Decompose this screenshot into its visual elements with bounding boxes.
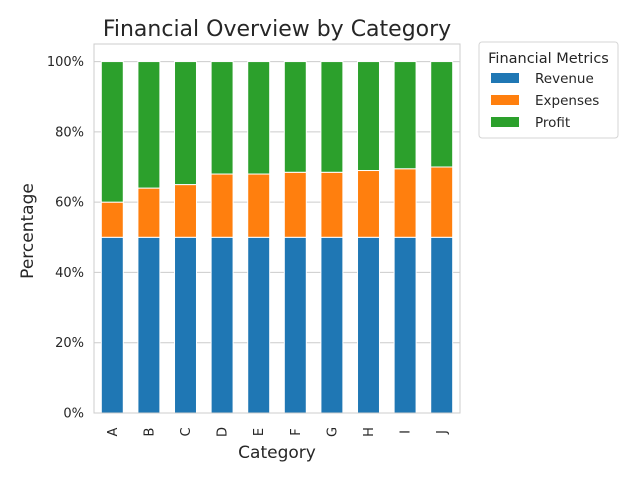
- legend-label-revenue: Revenue: [535, 71, 594, 87]
- x-tick-label: A: [106, 427, 121, 436]
- chart-title: Financial Overview by Category: [103, 17, 451, 42]
- y-tick-label: 60%: [55, 196, 84, 211]
- x-tick-label: H: [362, 427, 377, 437]
- legend-swatch-expenses: [491, 95, 519, 105]
- bar-revenue-i: [393, 236, 417, 414]
- x-axis-label: Category: [238, 443, 316, 463]
- x-tick-label: B: [142, 428, 157, 437]
- bar-profit-b: [137, 61, 161, 189]
- bar-profit-j: [430, 61, 454, 168]
- x-tick-label: F: [289, 428, 304, 435]
- plot-frame: [93, 43, 461, 414]
- bar-revenue-c: [174, 236, 197, 414]
- bar-expenses-j: [430, 166, 454, 238]
- legend-swatch-profit: [491, 117, 519, 127]
- bar-expenses-g: [320, 171, 344, 238]
- x-axis-ticks: A B C D E F G H I J: [106, 427, 450, 437]
- bar-expenses-i: [393, 168, 417, 238]
- x-tick-label: I: [399, 430, 414, 434]
- bar-profit-i: [393, 61, 417, 170]
- y-axis-ticks: 0% 20% 40% 60% 80% 100%: [47, 55, 84, 421]
- bar-revenue-f: [283, 236, 307, 414]
- x-tick-label: C: [179, 427, 194, 436]
- bar-expenses-c: [174, 184, 197, 238]
- y-axis-label: Percentage: [18, 183, 38, 279]
- legend-label-expenses: Expenses: [535, 93, 599, 109]
- bar-profit-f: [283, 61, 307, 173]
- x-tick-label: D: [216, 427, 231, 437]
- bar-revenue-e: [247, 236, 271, 414]
- bar-profit-h: [357, 61, 380, 172]
- legend-title: Financial Metrics: [488, 51, 609, 67]
- bar-revenue-g: [320, 236, 344, 414]
- x-tick-label: E: [252, 428, 267, 436]
- y-tick-label: 40%: [55, 266, 84, 281]
- bar-revenue-j: [430, 236, 454, 414]
- legend: Financial Metrics Revenue Expenses Profit: [478, 41, 619, 139]
- x-tick-label: J: [435, 430, 450, 435]
- legend-frame: [478, 41, 619, 139]
- bar-profit-c: [174, 61, 197, 186]
- bar-revenue-b: [137, 236, 161, 414]
- bar-profit-e: [247, 61, 271, 175]
- bars: [100, 61, 454, 414]
- bar-expenses-h: [357, 170, 380, 238]
- x-tick-label: G: [325, 427, 340, 437]
- y-tick-label: 20%: [55, 336, 84, 351]
- y-tick-label: 0%: [63, 407, 84, 422]
- bar-profit-d: [210, 61, 234, 175]
- bar-expenses-b: [137, 187, 161, 238]
- y-tick-label: 100%: [47, 55, 84, 70]
- bar-expenses-e: [247, 173, 271, 238]
- y-tick-label: 80%: [55, 125, 84, 140]
- bar-revenue-a: [100, 236, 124, 414]
- bar-revenue-d: [210, 236, 234, 414]
- bar-profit-a: [100, 61, 124, 203]
- legend-label-profit: Profit: [535, 115, 570, 131]
- bar-profit-g: [320, 61, 344, 173]
- legend-items: Revenue Expenses Profit: [491, 71, 599, 131]
- bar-expenses-d: [210, 173, 234, 238]
- bar-revenue-h: [357, 236, 380, 414]
- bar-expenses-f: [283, 171, 307, 238]
- legend-swatch-revenue: [491, 73, 519, 83]
- bar-expenses-a: [100, 201, 124, 238]
